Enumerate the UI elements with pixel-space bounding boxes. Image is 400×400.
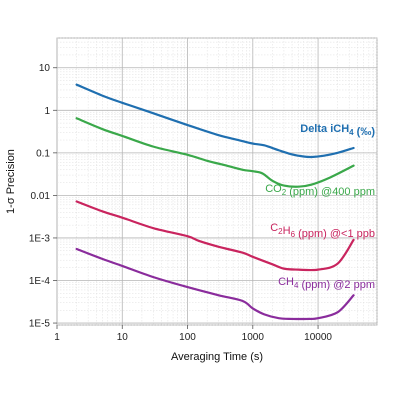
y-tick-label: 1E-4 [29, 276, 51, 287]
grid [56, 37, 378, 326]
y-tick-label: 0.01 [31, 191, 51, 202]
x-tick-label: 10 [117, 332, 129, 343]
series-label-3: CH4 (ppm) @2 ppm [278, 276, 375, 291]
series-line-2 [75, 200, 355, 272]
series-line-3 [75, 247, 355, 321]
x-axis-ticks: 1 10 100 1000 10000 [54, 325, 332, 343]
series-label-0: Delta iCH4 (‰) [300, 123, 375, 138]
y-tick-label: 1E-3 [29, 233, 51, 244]
y-tick-label: 10 [39, 63, 51, 74]
series-labels: Delta iCH4 (‰) CO2 (ppm) @400 ppm C2H6 (pp… [265, 123, 375, 291]
series-label-2: C2H6 (ppm) @<1 ppb [270, 222, 375, 240]
series-line-0 [75, 83, 355, 159]
y-axis-label: 1-σ Precision [5, 149, 17, 214]
series-lines [75, 83, 355, 321]
x-axis-label: Averaging Time (s) [171, 351, 263, 363]
y-tick-label: 1 [44, 106, 50, 117]
x-tick-label: 10000 [304, 332, 332, 343]
series-line-1 [75, 117, 355, 188]
x-tick-label: 1000 [242, 332, 265, 343]
y-tick-label: 1E-5 [29, 319, 51, 330]
x-tick-label: 100 [179, 332, 196, 343]
x-tick-label: 1 [54, 332, 60, 343]
y-tick-label: 0.1 [36, 148, 50, 159]
y-axis-ticks: 10 1 0.1 0.01 1E-3 1E-4 1E-5 [29, 63, 57, 330]
series-label-1: CO2 (ppm) @400 ppm [265, 183, 375, 198]
